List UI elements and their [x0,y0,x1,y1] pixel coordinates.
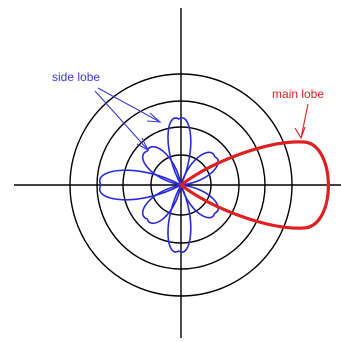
side-lobe-arrowhead-upper [146,112,162,123]
side-lobe-petal [167,183,192,253]
main-lobe-label: main lobe [272,87,324,101]
main-lobe-arrowhead [294,126,306,140]
side-lobe-label: side lobe [52,70,100,84]
side-lobe-petal [141,145,183,187]
side-lobe-arrow-lower [94,90,149,151]
side-lobe-arrowhead-lower [136,137,150,152]
side-lobe-petal [179,184,219,219]
side-lobe-petal [179,151,219,186]
main-lobe-arrow-line [300,103,309,139]
main-lobe [179,140,330,230]
side-lobe-petal [98,169,183,201]
side-lobe-petal [167,117,192,187]
side-lobe-arrow-upper [97,87,161,123]
main-lobe-arrow [294,103,309,140]
side-lobes [98,117,219,253]
side-lobe-petal [141,183,183,225]
main-lobe-annotation: main lobe [272,87,324,140]
side-lobe-annotation: side lobe [52,70,162,152]
side-lobe-arrows [94,87,162,152]
